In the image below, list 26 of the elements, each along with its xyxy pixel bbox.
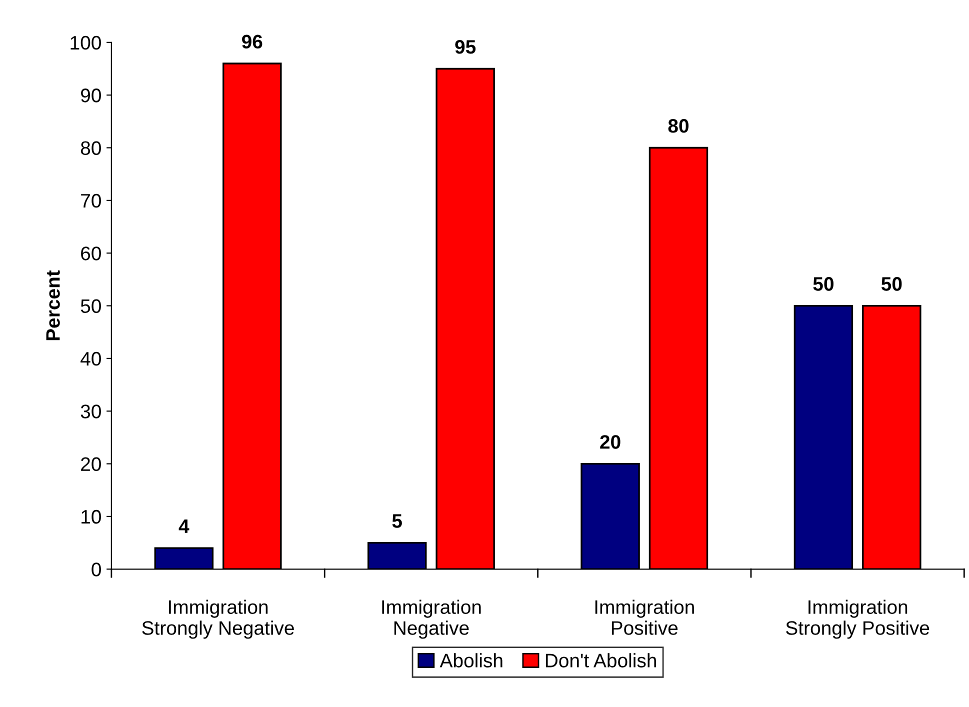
x-tick-label: Immigration Strongly Positive — [786, 600, 930, 639]
x-tick-label: Immigration Negative — [382, 600, 481, 639]
y-tick-label: 0 — [92, 562, 101, 576]
y-tick-label: 100 — [70, 36, 101, 50]
y-tick-label: 50 — [80, 299, 101, 314]
y-tick-label: 10 — [82, 510, 101, 524]
y-tick-label: 60 — [81, 246, 101, 260]
y-tick-label: 80 — [80, 141, 101, 155]
data-label: 20 — [600, 435, 620, 449]
legend-label: Don't Abolish — [546, 653, 656, 668]
data-label: 4 — [178, 520, 190, 533]
legend-label: Abolish — [440, 653, 502, 668]
y-tick-label: 90 — [81, 88, 101, 102]
y-axis-title: Percent — [46, 270, 60, 340]
x-tick-label: Immigration Strongly Negative — [142, 600, 294, 639]
y-tick-label: 20 — [81, 457, 101, 472]
y-tick-label: 70 — [81, 194, 101, 208]
x-tick-label: Immigration Positive — [595, 600, 694, 635]
data-label: 50 — [881, 277, 902, 291]
data-label: 95 — [455, 40, 476, 54]
data-label: 50 — [813, 277, 834, 291]
data-label: 5 — [392, 514, 402, 528]
y-tick-label: 30 — [80, 404, 101, 418]
data-label: 80 — [668, 119, 689, 133]
data-label: 96 — [242, 34, 262, 49]
y-tick-label: 40 — [80, 352, 101, 366]
